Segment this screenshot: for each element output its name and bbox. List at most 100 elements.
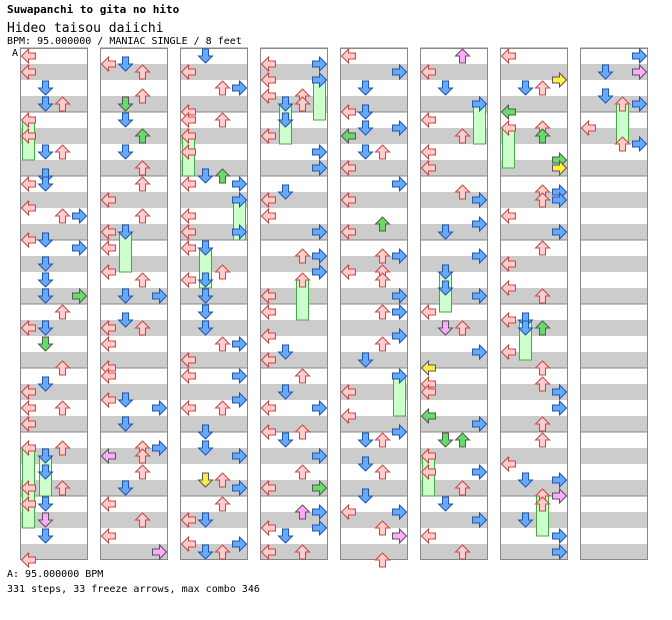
down-arrow-icon xyxy=(357,432,374,448)
bpm-difficulty-line: BPM: 95.000000 / MANIAC SINGLE / 8 feet xyxy=(7,36,242,47)
right-arrow-icon xyxy=(312,247,328,265)
right-arrow-icon xyxy=(232,391,248,409)
up-arrow-icon xyxy=(534,320,551,336)
left-arrow-icon xyxy=(420,375,436,393)
left-arrow-icon xyxy=(180,399,196,417)
right-arrow-icon xyxy=(392,367,408,385)
up-arrow-icon xyxy=(214,112,231,128)
left-arrow-icon xyxy=(420,527,436,545)
right-arrow-icon xyxy=(152,287,168,305)
down-arrow-icon xyxy=(357,104,374,120)
left-arrow-icon xyxy=(260,55,276,73)
right-arrow-icon xyxy=(72,287,88,305)
left-arrow-icon xyxy=(180,63,196,81)
right-arrow-icon xyxy=(552,223,568,241)
down-arrow-icon xyxy=(357,456,374,472)
left-arrow-icon xyxy=(500,207,516,225)
up-arrow-icon xyxy=(294,544,311,560)
up-arrow-icon xyxy=(134,160,151,176)
left-arrow-icon xyxy=(340,103,356,121)
left-arrow-icon xyxy=(20,127,36,145)
right-arrow-icon xyxy=(392,423,408,441)
chart-column xyxy=(180,47,248,560)
right-arrow-icon xyxy=(552,399,568,417)
left-arrow-icon xyxy=(20,111,36,129)
up-arrow-icon xyxy=(534,432,551,448)
up-arrow-icon xyxy=(134,512,151,528)
up-arrow-icon xyxy=(534,416,551,432)
right-arrow-icon xyxy=(552,71,568,89)
right-arrow-icon xyxy=(312,479,328,497)
down-arrow-icon xyxy=(277,112,294,128)
up-arrow-icon xyxy=(534,376,551,392)
left-arrow-icon xyxy=(20,439,36,457)
down-arrow-icon xyxy=(597,64,614,80)
left-arrow-icon xyxy=(260,351,276,369)
down-arrow-icon xyxy=(197,168,214,184)
up-arrow-icon xyxy=(374,520,391,536)
right-arrow-icon xyxy=(152,543,168,561)
down-arrow-icon xyxy=(517,512,534,528)
right-arrow-icon xyxy=(232,175,248,193)
bpm-legend: A: 95.000000 BPM xyxy=(7,569,104,580)
up-arrow-icon xyxy=(454,544,471,560)
right-arrow-icon xyxy=(152,439,168,457)
left-arrow-icon xyxy=(500,311,516,329)
up-arrow-icon xyxy=(214,80,231,96)
down-arrow-icon xyxy=(197,288,214,304)
left-arrow-icon xyxy=(260,303,276,321)
left-arrow-icon xyxy=(100,239,116,257)
down-arrow-icon xyxy=(197,240,214,256)
up-arrow-icon xyxy=(134,464,151,480)
down-arrow-icon xyxy=(117,416,134,432)
right-arrow-icon xyxy=(72,207,88,225)
up-arrow-icon xyxy=(374,464,391,480)
left-arrow-icon xyxy=(420,143,436,161)
left-arrow-icon xyxy=(180,239,196,257)
right-arrow-icon xyxy=(392,503,408,521)
down-arrow-icon xyxy=(517,320,534,336)
left-arrow-icon xyxy=(100,223,116,241)
right-arrow-icon xyxy=(552,383,568,401)
down-arrow-icon xyxy=(197,48,214,64)
up-arrow-icon xyxy=(534,360,551,376)
left-arrow-icon xyxy=(420,407,436,425)
left-arrow-icon xyxy=(260,327,276,345)
down-arrow-icon xyxy=(37,256,54,272)
right-arrow-icon xyxy=(632,63,648,81)
right-arrow-icon xyxy=(232,535,248,553)
left-arrow-icon xyxy=(180,143,196,161)
right-arrow-icon xyxy=(392,175,408,193)
down-arrow-icon xyxy=(197,440,214,456)
left-arrow-icon xyxy=(20,47,36,65)
down-arrow-icon xyxy=(277,432,294,448)
up-arrow-icon xyxy=(454,128,471,144)
up-arrow-icon xyxy=(294,504,311,520)
chart-stats: 331 steps, 33 freeze arrows, max combo 3… xyxy=(7,584,260,595)
left-arrow-icon xyxy=(420,447,436,465)
left-arrow-icon xyxy=(100,263,116,281)
right-arrow-icon xyxy=(392,527,408,545)
up-arrow-icon xyxy=(374,336,391,352)
up-arrow-icon xyxy=(534,288,551,304)
up-arrow-icon xyxy=(534,192,551,208)
down-arrow-icon xyxy=(117,224,134,240)
up-arrow-icon xyxy=(134,128,151,144)
left-arrow-icon xyxy=(180,271,196,289)
left-arrow-icon xyxy=(340,383,356,401)
up-arrow-icon xyxy=(134,448,151,464)
right-arrow-icon xyxy=(232,367,248,385)
up-arrow-icon xyxy=(374,272,391,288)
left-arrow-icon xyxy=(420,463,436,481)
down-arrow-icon xyxy=(277,184,294,200)
left-arrow-icon xyxy=(500,255,516,273)
left-arrow-icon xyxy=(580,119,596,137)
left-arrow-icon xyxy=(340,159,356,177)
right-arrow-icon xyxy=(552,527,568,545)
left-arrow-icon xyxy=(20,415,36,433)
left-arrow-icon xyxy=(20,383,36,401)
down-arrow-icon xyxy=(357,352,374,368)
up-arrow-icon xyxy=(534,80,551,96)
right-arrow-icon xyxy=(472,95,488,113)
down-arrow-icon xyxy=(37,464,54,480)
